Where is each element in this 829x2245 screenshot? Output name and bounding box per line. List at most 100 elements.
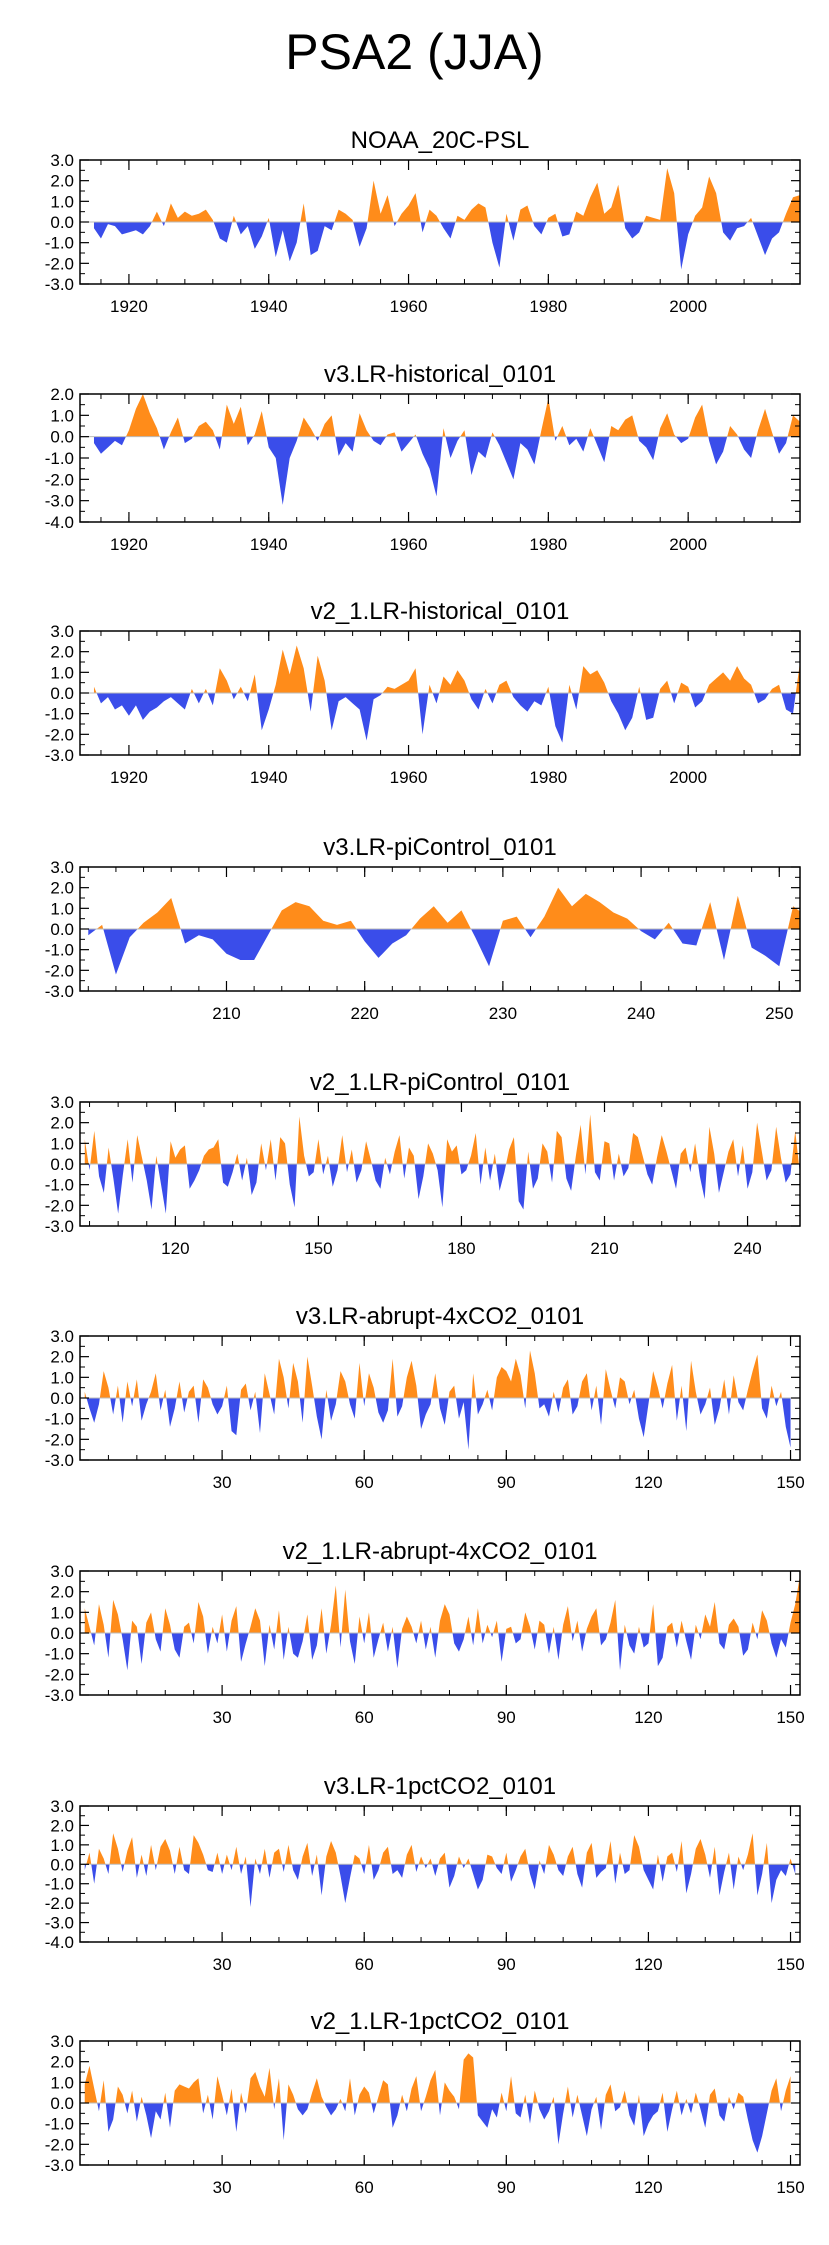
positive-anomaly-area: [84, 1575, 800, 1633]
chart-title: v3.LR-historical_0101: [324, 361, 556, 388]
negative-anomaly-area: [84, 1864, 796, 1908]
x-tick-label: 90: [497, 1473, 516, 1492]
x-tick-label: 150: [776, 1955, 804, 1974]
y-tick-label: -1.0: [45, 1176, 74, 1195]
x-tick-label: 1960: [390, 768, 428, 787]
y-tick-label: 1.0: [50, 192, 74, 211]
x-tick-label: 240: [627, 1004, 655, 1023]
y-tick-label: -3.0: [45, 1914, 74, 1933]
y-tick-label: -3.0: [45, 1451, 74, 1470]
y-tick-label: -2.0: [45, 1430, 74, 1449]
x-tick-label: 1940: [250, 297, 288, 316]
x-tick-label: 120: [634, 1708, 662, 1727]
chart-panel: v3.LR-abrupt-4xCO2_01013.02.01.00.0-1.0-…: [45, 1303, 805, 1492]
y-tick-label: 1.0: [50, 2073, 74, 2092]
positive-anomaly-area: [84, 1350, 791, 1398]
x-tick-label: 120: [634, 1473, 662, 1492]
x-tick-label: 1920: [110, 535, 148, 554]
y-tick-label: 0.0: [50, 1155, 74, 1174]
y-tick-label: 3.0: [50, 1327, 74, 1346]
y-tick-label: -2.0: [45, 1894, 74, 1913]
y-tick-label: -1.0: [45, 234, 74, 253]
y-tick-label: 3.0: [50, 2032, 74, 2051]
y-tick-label: 2.0: [50, 385, 74, 404]
y-tick-label: -3.0: [45, 1686, 74, 1705]
y-tick-label: 1.0: [50, 1368, 74, 1387]
y-tick-label: -1.0: [45, 449, 74, 468]
y-tick-label: -1.0: [45, 2115, 74, 2134]
chart-panel: v3.LR-piControl_0101 3.0 2.01.0 0.0 -1.0-2.0…: [45, 834, 801, 1023]
negative-anomaly-area: [84, 1398, 791, 1450]
chart-title: v3.LR-1pctCO2_0101: [324, 1773, 556, 1800]
y-tick-label: 2.0: [50, 1816, 74, 1835]
chart-title: v3.LR-piControl_0101: [323, 834, 556, 861]
chart-title: v3.LR-abrupt-4xCO2_0101: [296, 1303, 584, 1330]
y-tick-label: 1.0: [50, 1603, 74, 1622]
chart-title: v2_1.LR-historical_0101: [311, 598, 570, 625]
x-tick-label: 30: [213, 1708, 232, 1727]
positive-anomaly-area: [93, 168, 800, 222]
chart-panel: v2_1.LR-historical_01013.02.01.00.0-1.0-…: [45, 598, 801, 787]
y-tick-label: 0.0: [50, 428, 74, 447]
y-tick-label: -3.0: [45, 1217, 74, 1236]
y-tick-label: -2.0: [45, 470, 74, 489]
negative-anomaly-area: [84, 1164, 800, 1214]
chart-title: NOAA_20C-PSL: [351, 127, 530, 154]
x-tick-label: 150: [304, 1239, 332, 1258]
y-tick-label: 0.0: [50, 213, 74, 232]
x-tick-label: 120: [634, 1955, 662, 1974]
y-tick-label: -4.0: [45, 513, 74, 532]
y-tick-label: -2.0: [45, 725, 74, 744]
y-tick-label: -3.0: [45, 746, 74, 765]
y-tick-label: -2.0: [45, 254, 74, 273]
negative-anomaly-area: [88, 929, 800, 975]
chart-title: v2_1.LR-abrupt-4xCO2_0101: [283, 1538, 598, 1565]
y-tick-label: -2.0: [45, 961, 74, 980]
chart-title: v2_1.LR-piControl_0101: [310, 1069, 570, 1096]
x-tick-label: 1960: [390, 535, 428, 554]
x-tick-label: 60: [355, 1473, 374, 1492]
x-tick-label: 150: [776, 1473, 804, 1492]
x-tick-label: 180: [447, 1239, 475, 1258]
y-tick-label: 3.0: [50, 622, 74, 641]
x-tick-label: 1980: [529, 768, 567, 787]
y-tick-label: 0.0: [50, 920, 74, 939]
x-tick-label: 60: [355, 2178, 374, 2197]
y-tick-label: 1.0: [50, 899, 74, 918]
negative-anomaly-area: [84, 2103, 791, 2153]
chart-panel: v3.LR-historical_0101 2.0 1.0 0.0 -1.0 -2.0 -3…: [45, 361, 801, 554]
x-tick-label: 1940: [250, 768, 288, 787]
x-tick-label: 1920: [110, 768, 148, 787]
y-tick-label: -1.0: [45, 1645, 74, 1664]
y-tick-label: 1.0: [50, 1134, 74, 1153]
y-tick-label: -1.0: [45, 1875, 74, 1894]
y-tick-label: -2.0: [45, 2135, 74, 2154]
x-tick-label: 1980: [529, 297, 567, 316]
x-tick-label: 1920: [110, 297, 148, 316]
x-tick-label: 210: [590, 1239, 618, 1258]
x-tick-label: 30: [213, 1955, 232, 1974]
negative-anomaly-area: [93, 222, 800, 270]
plot-frame: [79, 1805, 801, 1943]
y-tick-label: 2.0: [50, 172, 74, 191]
x-tick-label: 120: [634, 2178, 662, 2197]
positive-anomaly-area: [84, 1114, 800, 1164]
y-tick-label: 0.0: [50, 1389, 74, 1408]
y-tick-label: 2.0: [50, 1583, 74, 1602]
y-tick-label: -2.0: [45, 1196, 74, 1215]
y-tick-label: -3.0: [45, 275, 74, 294]
positive-anomaly-area: [93, 645, 800, 693]
y-tick-label: -3.0: [45, 492, 74, 511]
y-tick-label: 2.0: [50, 643, 74, 662]
x-tick-label: 90: [497, 1955, 516, 1974]
positive-anomaly-area: [84, 2053, 791, 2103]
x-tick-label: 120: [161, 1239, 189, 1258]
x-tick-label: 60: [355, 1955, 374, 1974]
chart-panel: v2_1.LR-piControl_0101 3.0 2.01.0 0.0 -1.0-2…: [45, 1069, 801, 1258]
y-tick-label: -4.0: [45, 1933, 74, 1952]
x-tick-label: 230: [489, 1004, 517, 1023]
negative-anomaly-area: [84, 1633, 800, 1671]
y-tick-label: 2.0: [50, 2053, 74, 2072]
x-tick-label: 2000: [669, 297, 707, 316]
